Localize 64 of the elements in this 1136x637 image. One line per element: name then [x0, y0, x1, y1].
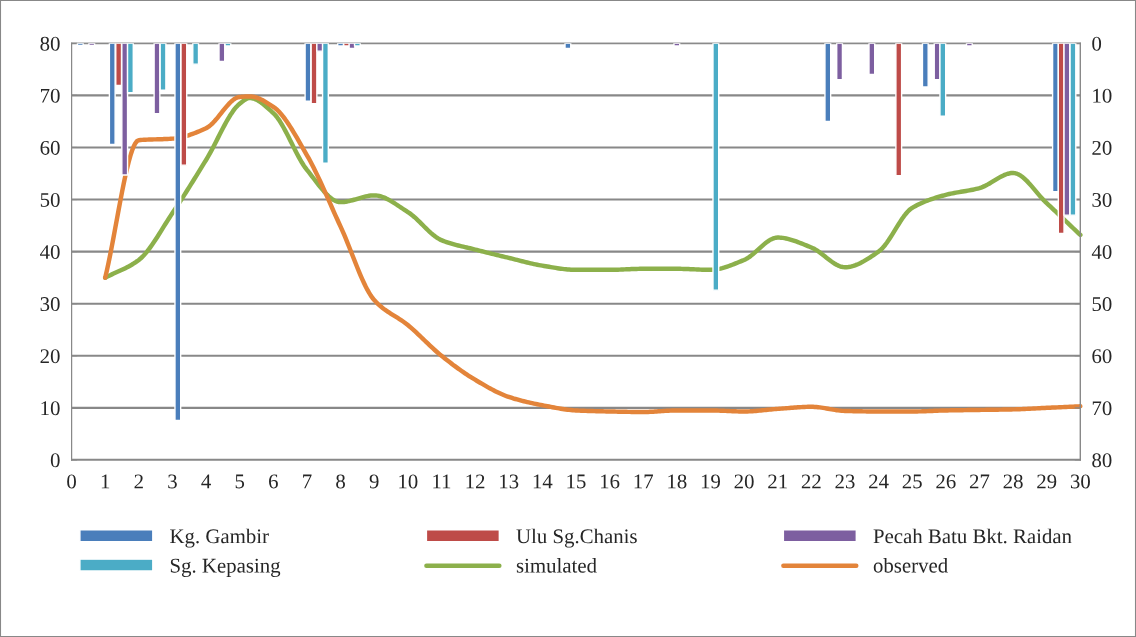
x-tick-label: 28: [1003, 474, 1023, 489]
x-tick-label: 2: [134, 474, 143, 489]
legend-label: Sg. Kepasing: [170, 558, 281, 577]
legend-label: Ulu Sg.Chanis: [516, 528, 637, 548]
x-tick-label: 23: [835, 474, 855, 489]
bar: [868, 43, 876, 76]
y-tick-label: 0: [50, 453, 60, 468]
x-tick-label: 29: [1037, 474, 1057, 489]
x-tick-label: 24: [869, 474, 889, 489]
bar: [921, 43, 929, 88]
y2-tick-label: 10: [1093, 88, 1112, 103]
x-tick-label: 11: [433, 474, 451, 489]
y2-tick-label: 30: [1092, 192, 1112, 207]
x-tick-label: 7: [303, 474, 312, 489]
x-tick-label: 9: [369, 474, 379, 489]
x-tick-label: 10: [399, 474, 418, 489]
x-tick-label: 19: [701, 474, 721, 489]
x-tick-label: 1: [101, 474, 110, 489]
y2-tick-label: 20: [1092, 140, 1112, 155]
x-tick-label: 18: [668, 474, 687, 489]
x-tick-label: 22: [801, 474, 821, 489]
x-tick-label: 21: [768, 474, 787, 489]
bar: [895, 43, 903, 177]
bar: [836, 43, 844, 81]
y-tick-label: 40: [40, 244, 60, 260]
y2-tick-label: 70: [1092, 401, 1112, 416]
y2-tick-label: 0: [1092, 36, 1102, 51]
y-tick-label: 50: [40, 192, 60, 207]
x-tick-label: 15: [567, 474, 586, 489]
x-tick-label: 17: [634, 474, 654, 489]
legend-label: simulated: [516, 558, 597, 573]
y-tick-label: 80: [40, 36, 60, 51]
bar: [673, 43, 681, 47]
y2-tick-label: 50: [1092, 297, 1112, 312]
y2-tick-label: 60: [1092, 349, 1112, 364]
x-tick-label: 6: [269, 474, 278, 489]
y-tick-label: 10: [41, 401, 60, 416]
x-tick-label: 12: [466, 474, 485, 489]
bar: [965, 43, 973, 47]
x-tick-label: 0: [67, 474, 76, 489]
x-tick-label: 5: [235, 474, 245, 489]
y-tick-label: 30: [40, 297, 60, 312]
x-tick-label: 25: [902, 474, 922, 489]
x-tick-label: 26: [936, 474, 956, 489]
y2-tick-label: 80: [1092, 453, 1112, 468]
x-tick-label: 27: [969, 474, 990, 489]
y2-tick-label: 40: [1091, 244, 1112, 260]
x-tick-label: 3: [168, 474, 177, 489]
legend-label: Kg. Gambir: [170, 528, 269, 548]
legend-label: Pecah Batu Bkt. Raidan: [873, 528, 1072, 544]
x-tick-label: 14: [533, 474, 553, 489]
x-tick-label: 8: [336, 474, 345, 489]
bar: [824, 43, 832, 123]
x-tick-label: 20: [734, 474, 754, 489]
bar: [192, 43, 200, 65]
bar: [712, 43, 720, 291]
y-tick-label: 20: [40, 349, 60, 364]
legend-label: observed: [873, 557, 948, 573]
x-tick-label: 16: [600, 474, 620, 489]
x-tick-label: 4: [201, 474, 211, 489]
y-tick-label: 60: [40, 140, 60, 155]
y-tick-label: 70: [41, 88, 60, 103]
x-tick-label: 30: [1070, 474, 1090, 489]
x-tick-label: 13: [500, 474, 519, 489]
